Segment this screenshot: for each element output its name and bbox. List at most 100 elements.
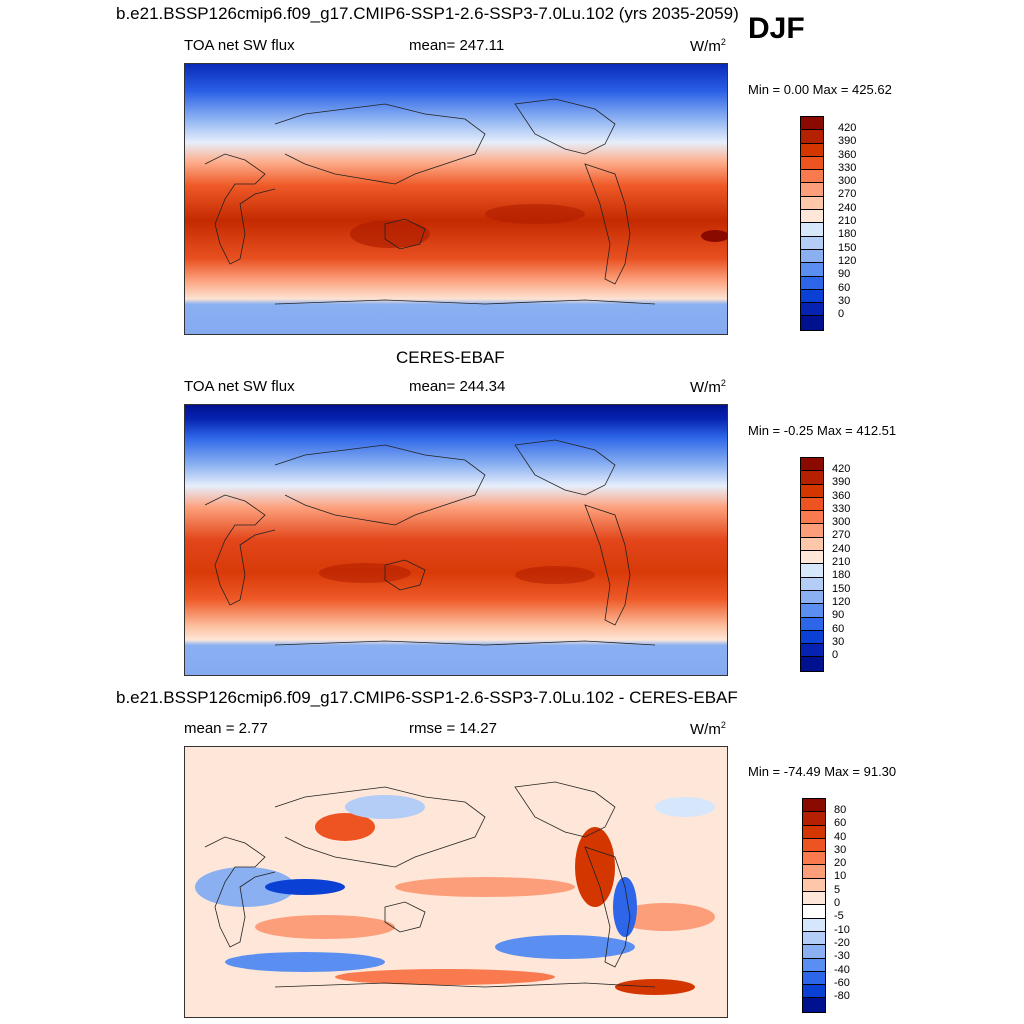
- panel-3-units-exp: 2: [720, 720, 726, 730]
- difference-colorbar-tick-label: -40: [834, 963, 850, 976]
- panel-3-units-base: W/m: [690, 721, 721, 738]
- difference-colorbar-tick-label: -60: [834, 976, 850, 989]
- obs-colorbar-tick-label: 210: [832, 556, 851, 569]
- model-colorbar-tick-label: 30: [838, 294, 851, 307]
- model-colorbar-tick-label: 0: [838, 308, 845, 321]
- coastlines: [204, 439, 656, 646]
- difference-colorbar-tick-label: -80: [834, 990, 850, 1003]
- obs-colorbar-swatch: [801, 471, 823, 485]
- model-map-field: [185, 64, 727, 334]
- obs-colorbar-tick-label: 390: [832, 476, 851, 489]
- panel-3-title: b.e21.BSSP126cmip6.f09_g17.CMIP6-SSP1-2.…: [116, 688, 738, 707]
- obs-colorbar-tick-label: 420: [832, 463, 851, 475]
- obs-colorbar-tick-label: 330: [832, 502, 851, 515]
- model-colorbar-tick-label: 300: [838, 175, 857, 188]
- difference-colorbar-tick-label: -20: [834, 936, 850, 949]
- difference-colorbar-swatch: [803, 825, 825, 839]
- model-colorbar-tick-label: 420: [838, 122, 857, 134]
- obs-colorbar-tick-label: 270: [832, 529, 851, 542]
- model-colorbar-tick-label: 150: [838, 241, 857, 254]
- coastlines: [204, 781, 656, 988]
- obs-map: [184, 404, 728, 676]
- model-colorbar-swatch: [801, 143, 823, 157]
- panel-1-mean-label: mean= 247.11: [409, 37, 505, 54]
- model-colorbar-tick-label: 390: [838, 135, 857, 148]
- model-colorbar-swatch: [801, 210, 823, 224]
- obs-colorbar-ticks: 420 390 360 330 300 270 240 210 180 150 120 90 60 30 0: [832, 463, 850, 662]
- panel-2-variable-label: TOA net SW flux: [184, 378, 295, 395]
- difference-colorbar-swatch: [803, 878, 825, 893]
- difference-map-field: [185, 747, 727, 1017]
- obs-colorbar-tick-label: 90: [832, 609, 845, 622]
- difference-colorbar-swatch: [803, 838, 825, 853]
- obs-colorbar-tick-label: 180: [832, 569, 851, 582]
- obs-colorbar-tick-label: 150: [832, 582, 851, 595]
- model-colorbar-swatch: [801, 156, 823, 171]
- difference-colorbar-tick-label: 40: [834, 830, 847, 843]
- difference-colorbar-tick-label: -10: [834, 923, 850, 936]
- difference-colorbar-swatch: [803, 812, 825, 826]
- difference-colorbar: [802, 798, 826, 1013]
- panel-2-units-base: W/m: [690, 379, 721, 396]
- obs-colorbar-swatch: [801, 537, 823, 552]
- obs-colorbar-swatch: [801, 644, 823, 658]
- obs-colorbar-swatch: [801, 524, 823, 538]
- model-colorbar-swatch: [801, 236, 823, 250]
- model-colorbar-swatch: [801, 249, 823, 264]
- panel-2-minmax: Min = -0.25 Max = 412.51: [748, 423, 897, 438]
- panel-1-units: W/m2: [690, 37, 726, 55]
- obs-colorbar-swatch: [801, 630, 823, 645]
- model-colorbar-tick-label: 90: [838, 268, 851, 281]
- obs-colorbar-swatch: [801, 458, 823, 472]
- model-colorbar-tick-label: 210: [838, 215, 857, 228]
- model-colorbar-tick-label: 330: [838, 161, 857, 174]
- difference-colorbar-tick-label: 10: [834, 870, 847, 883]
- obs-colorbar-swatch: [801, 564, 823, 578]
- difference-colorbar-swatch: [803, 945, 825, 959]
- difference-colorbar-swatch: [803, 865, 825, 879]
- obs-colorbar-swatch: [801, 617, 823, 631]
- panel-1-minmax: Min = 0.00 Max = 425.62: [748, 82, 892, 97]
- model-colorbar-tick-label: 180: [838, 228, 857, 241]
- model-colorbar-swatch: [801, 170, 823, 184]
- difference-colorbar-tick-label: 30: [834, 843, 847, 856]
- model-colorbar-swatch: [801, 263, 823, 277]
- panel-3-units: W/m2: [690, 720, 726, 738]
- model-colorbar-tick-label: 240: [838, 201, 857, 214]
- difference-colorbar-tick-label: 5: [834, 883, 841, 896]
- difference-map: [184, 746, 728, 1018]
- difference-colorbar-swatch: [803, 852, 825, 866]
- obs-colorbar-swatch: [801, 551, 823, 565]
- model-colorbar-swatch: [801, 289, 823, 304]
- panel-1-units-base: W/m: [690, 38, 721, 55]
- model-colorbar-swatch: [801, 196, 823, 211]
- obs-map-field: [185, 405, 727, 675]
- coastlines: [204, 98, 656, 305]
- model-colorbar-swatch: [801, 130, 823, 144]
- difference-colorbar-swatch: [803, 931, 825, 946]
- obs-colorbar: [800, 457, 824, 672]
- model-colorbar-tick-label: 360: [838, 148, 857, 161]
- panel-2-units: W/m2: [690, 378, 726, 396]
- panel-3-rmse-label: rmse = 14.27: [409, 720, 497, 737]
- model-colorbar: [800, 116, 824, 331]
- model-colorbar-swatch: [801, 183, 823, 197]
- difference-colorbar-swatch: [803, 998, 825, 1012]
- obs-colorbar-tick-label: 360: [832, 489, 851, 502]
- difference-colorbar-swatch: [803, 971, 825, 986]
- panel-1-units-exp: 2: [720, 37, 726, 47]
- difference-colorbar-tick-label: -30: [834, 950, 850, 963]
- model-colorbar-tick-label: 270: [838, 188, 857, 201]
- difference-colorbar-ticks: 80 60 40 30 20 10 5 0 -5 -10 -20 -30 -40 -60 -80: [834, 804, 850, 1003]
- obs-colorbar-tick-label: 240: [832, 542, 851, 555]
- obs-colorbar-swatch: [801, 590, 823, 605]
- panel-3-mean-label: mean = 2.77: [184, 720, 268, 737]
- panel-3-minmax: Min = -74.49 Max = 91.30: [748, 764, 897, 779]
- difference-colorbar-swatch: [803, 985, 825, 999]
- obs-colorbar-swatch: [801, 497, 823, 512]
- difference-colorbar-swatch: [803, 918, 825, 932]
- model-colorbar-tick-label: 120: [838, 254, 857, 267]
- panel-2-mean-label: mean= 244.34: [409, 378, 506, 395]
- model-colorbar-ticks: 420 390 360 330 300 270 240 210 180 150 120 90 60 30 0: [838, 122, 856, 321]
- panel-1-title: b.e21.BSSP126cmip6.f09_g17.CMIP6-SSP1-2.…: [116, 4, 739, 23]
